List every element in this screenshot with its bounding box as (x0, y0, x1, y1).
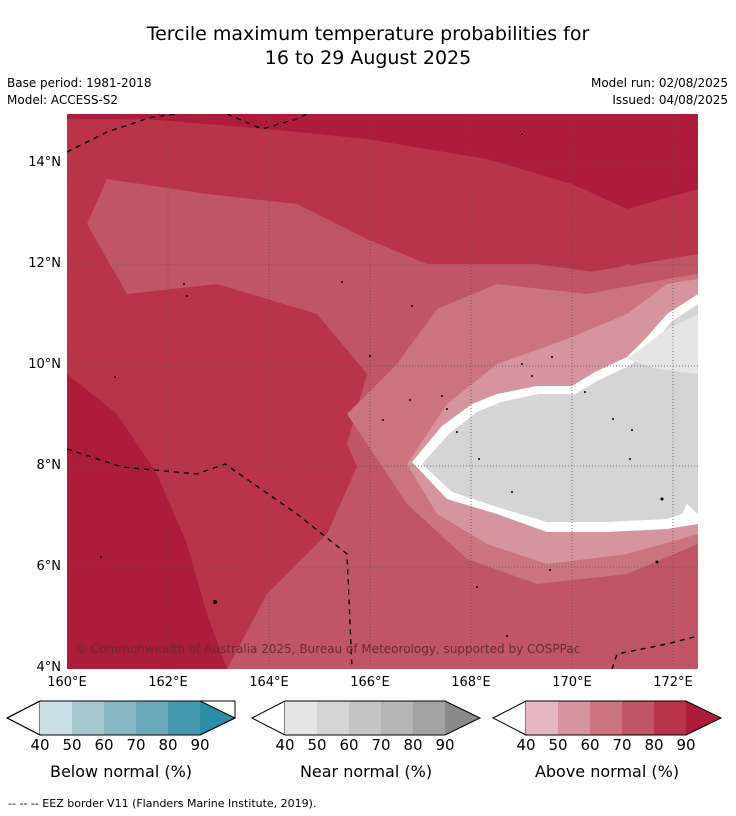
lon-label-168: 168°E (451, 675, 491, 690)
near-tick-60: 60 (339, 736, 359, 754)
below-tick-40: 40 (30, 736, 50, 754)
above-tick-90: 90 (676, 736, 696, 754)
lat-label-8: 8°N (36, 458, 62, 473)
probability-map (67, 114, 698, 669)
copyright-notice: © Commonwealth of Australia 2025, Bureau… (75, 642, 581, 656)
near-tick-50: 50 (307, 736, 327, 754)
above-tick-80: 80 (644, 736, 664, 754)
below-tick-70: 70 (126, 736, 146, 754)
region-near-40 (627, 314, 698, 374)
near-tick-70: 70 (371, 736, 391, 754)
region-near-50 (422, 304, 698, 522)
map-graticule (67, 114, 698, 669)
model-run: Model run: 02/08/2025 (590, 76, 728, 90)
lat-label-14: 14°N (28, 155, 61, 170)
map-title-line1: Tercile maximum temperature probabilitie… (146, 23, 590, 45)
below-tick-50: 50 (62, 736, 82, 754)
colorbar-above (492, 700, 723, 736)
eez-borders (67, 114, 698, 669)
lon-label-162: 162°E (148, 675, 188, 690)
near-normal-title: Near normal (%) (299, 762, 433, 781)
lat-label-10: 10°N (28, 357, 61, 372)
below-tick-90: 90 (190, 736, 210, 754)
lon-label-172: 172°E (653, 675, 693, 690)
near-tick-40: 40 (275, 736, 295, 754)
base-period: Base period: 1981-2018 (7, 76, 152, 90)
lat-label-4: 4°N (36, 660, 62, 675)
region-above-90-north (67, 114, 698, 209)
lon-label-160: 160°E (47, 675, 87, 690)
near-tick-80: 80 (403, 736, 423, 754)
model-name: Model: ACCESS-S2 (7, 93, 119, 107)
lat-label-6: 6°N (36, 559, 62, 574)
above-tick-60: 60 (580, 736, 600, 754)
above-tick-70: 70 (612, 736, 632, 754)
lon-label-164: 164°E (249, 675, 289, 690)
islands (100, 133, 664, 637)
colorbar-near (251, 700, 482, 736)
above-tick-40: 40 (516, 736, 536, 754)
near-tick-90: 90 (435, 736, 455, 754)
below-tick-80: 80 (158, 736, 178, 754)
region-above-90-southwest (67, 374, 227, 669)
above-tick-50: 50 (548, 736, 568, 754)
map-title-line2: 16 to 29 August 2025 (264, 47, 472, 69)
issued-date: Issued: 04/08/2025 (612, 93, 728, 107)
above-normal-title: Above normal (%) (534, 762, 680, 781)
lon-label-166: 166°E (350, 675, 390, 690)
lat-label-12: 12°N (28, 256, 61, 271)
lon-label-170: 170°E (552, 675, 592, 690)
below-tick-60: 60 (94, 736, 114, 754)
colorbar-below (6, 700, 237, 736)
eez-footnote: -- -- -- EEZ border V11 (Flanders Marine… (8, 797, 317, 810)
below-normal-title: Below normal (%) (49, 762, 193, 781)
